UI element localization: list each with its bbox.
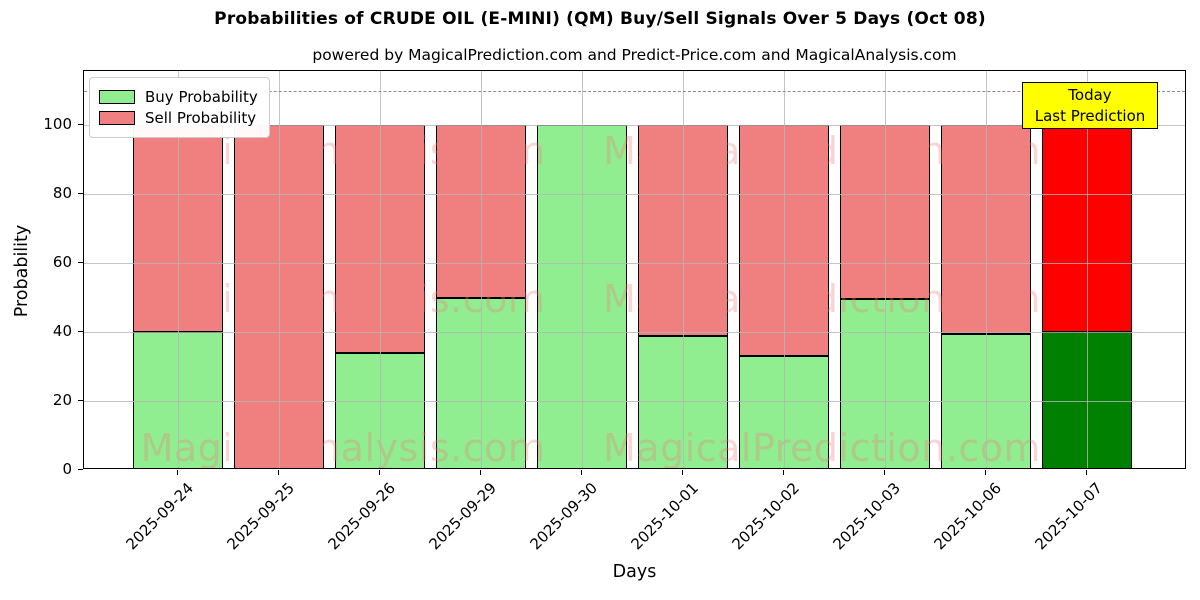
chart-title: Probabilities of CRUDE OIL (E-MINI) (QM)… bbox=[214, 9, 986, 29]
y-tick bbox=[78, 330, 83, 332]
legend-item-buy: Buy Probability bbox=[99, 88, 258, 106]
today-annotation: Today Last Prediction bbox=[1022, 82, 1158, 129]
x-tick bbox=[984, 470, 986, 475]
x-axis-label: Days bbox=[612, 562, 657, 582]
watermark-text: MagicalPrediction.com bbox=[603, 426, 1041, 469]
y-tick-label: 20 bbox=[52, 391, 72, 410]
x-tick bbox=[176, 470, 178, 475]
gridline-v bbox=[682, 71, 684, 468]
gridline-v bbox=[379, 71, 381, 468]
x-tick bbox=[782, 470, 784, 475]
x-tick-label: 2025-10-01 bbox=[627, 479, 702, 554]
y-tick-label: 40 bbox=[52, 322, 72, 341]
y-tick-label: 0 bbox=[62, 460, 72, 478]
y-tick bbox=[78, 123, 83, 125]
watermark-text: MagicalAnalysis.com bbox=[140, 277, 546, 321]
gridline-v bbox=[480, 71, 482, 468]
y-tick bbox=[78, 192, 83, 194]
x-tick-label: 2025-10-06 bbox=[930, 479, 1005, 554]
gridline-h bbox=[84, 263, 1185, 265]
today-annotation-line1: Today bbox=[1068, 85, 1112, 104]
x-tick bbox=[883, 470, 885, 475]
gridline-v bbox=[985, 71, 987, 468]
legend: Buy Probability Sell Probability bbox=[89, 77, 270, 138]
x-tick-label: 2025-09-26 bbox=[324, 479, 399, 554]
gridline-h bbox=[84, 125, 1185, 127]
gridline-v bbox=[783, 71, 785, 468]
y-tick-label: 80 bbox=[52, 184, 72, 203]
watermark-text: MagicalPrediction.com bbox=[603, 129, 1041, 173]
x-tick bbox=[277, 470, 279, 475]
x-tick-label: 2025-09-30 bbox=[526, 479, 601, 554]
y-tick bbox=[78, 399, 83, 401]
legend-label-sell: Sell Probability bbox=[145, 109, 257, 127]
x-tick-label: 2025-10-03 bbox=[829, 479, 904, 554]
chart-subtitle: powered by MagicalPrediction.com and Pre… bbox=[312, 46, 957, 64]
x-tick bbox=[1085, 470, 1087, 475]
gridline-h bbox=[84, 332, 1185, 334]
today-annotation-line2: Last Prediction bbox=[1034, 106, 1146, 125]
y-tick-label: 100 bbox=[43, 115, 72, 134]
gridline-h bbox=[84, 401, 1185, 403]
x-tick bbox=[580, 470, 582, 475]
gridline-v bbox=[278, 71, 280, 468]
watermark-text: MagicalPrediction.com bbox=[603, 277, 1041, 321]
x-tick bbox=[681, 470, 683, 475]
x-tick-label: 2025-09-24 bbox=[122, 479, 197, 554]
y-tick bbox=[78, 261, 83, 263]
gridline-v bbox=[581, 71, 583, 468]
gridline-v bbox=[1086, 71, 1088, 468]
legend-label-buy: Buy Probability bbox=[145, 88, 258, 106]
x-tick-label: 2025-09-29 bbox=[425, 479, 500, 554]
x-tick bbox=[378, 470, 380, 475]
gridline-h bbox=[84, 194, 1185, 196]
plot-area: Buy Probability Sell Probability Today L… bbox=[83, 70, 1186, 469]
legend-item-sell: Sell Probability bbox=[99, 109, 258, 127]
threshold-dashed-line bbox=[84, 90, 1185, 92]
x-tick-label: 2025-09-25 bbox=[223, 479, 298, 554]
y-tick bbox=[78, 468, 83, 470]
x-tick-label: 2025-10-02 bbox=[728, 479, 803, 554]
x-tick-label: 2025-10-07 bbox=[1031, 479, 1106, 554]
gridline-v bbox=[884, 71, 886, 468]
y-tick-label: 60 bbox=[52, 253, 72, 272]
sell-swatch-icon bbox=[99, 111, 135, 125]
x-tick bbox=[479, 470, 481, 475]
gridline-v bbox=[177, 71, 179, 468]
buy-swatch-icon bbox=[99, 90, 135, 104]
watermark-text: MagicalAnalysis.com bbox=[140, 426, 546, 469]
